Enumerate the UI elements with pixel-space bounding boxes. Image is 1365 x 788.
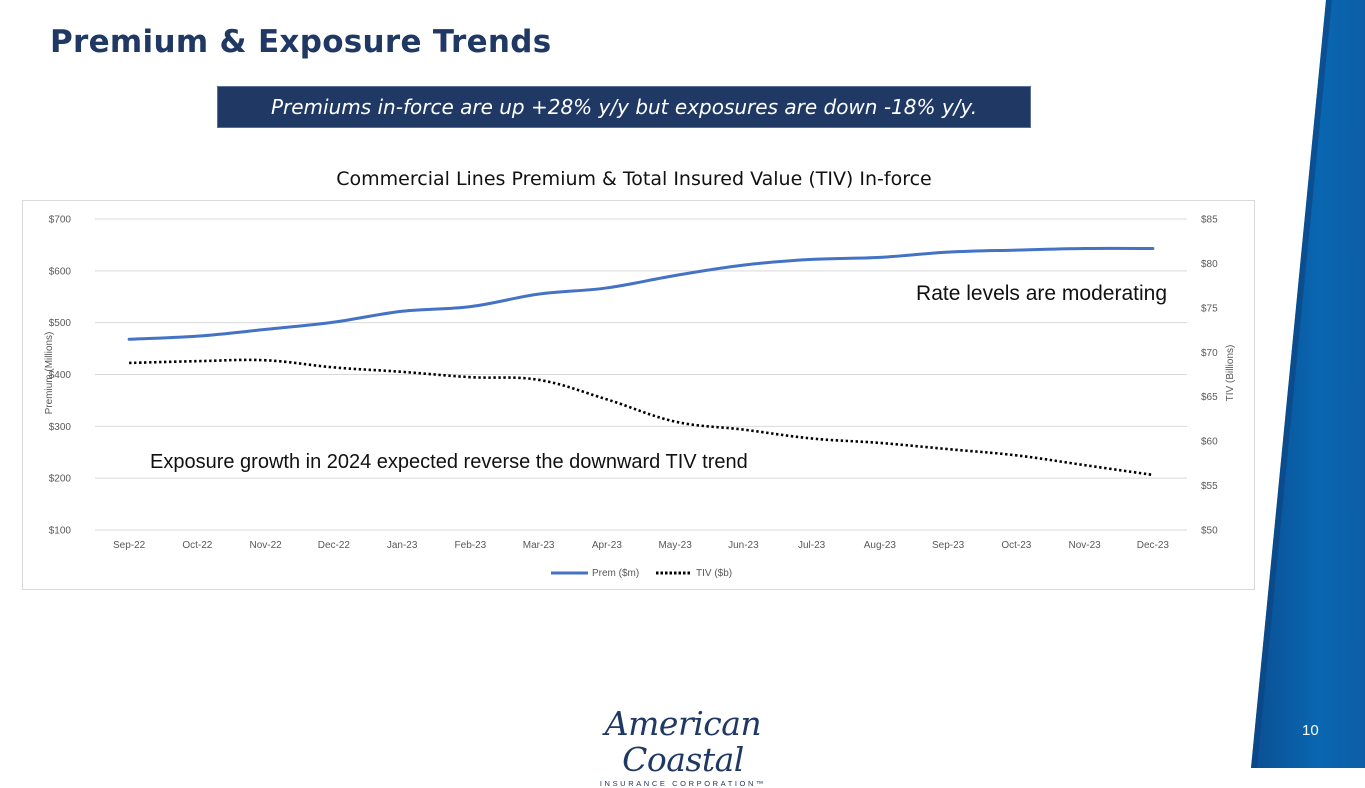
legend-tiv: TIV ($b)	[696, 568, 732, 579]
y-right-axis-label: TIV (Billions)	[1225, 345, 1236, 402]
y-left-tick-labels: $100 $200 $300 $400 $500 $600 $700	[49, 215, 72, 537]
annotation-exposure-growth: Exposure growth in 2024 expected reverse…	[150, 451, 748, 473]
y-right-tick: $85	[1201, 215, 1218, 226]
y-right-tick: $65	[1201, 392, 1218, 403]
x-tick: Feb-23	[455, 540, 487, 551]
decorative-side-band	[1251, 0, 1365, 768]
x-tick: Oct-22	[182, 540, 212, 551]
annotation-rate-levels: Rate levels are moderating	[916, 282, 1167, 305]
y-left-tick: $500	[49, 318, 72, 329]
y-right-tick: $60	[1201, 437, 1218, 448]
chart-series	[127, 246, 1155, 477]
legend-prem: Prem ($m)	[592, 568, 639, 579]
x-tick: Mar-23	[523, 540, 555, 551]
y-left-axis-label: Premium (Millions)	[44, 332, 55, 415]
page-title: Premium & Exposure Trends	[50, 24, 552, 60]
x-tick: Dec-22	[318, 540, 351, 551]
y-left-tick: $100	[49, 526, 72, 537]
chart-legend: Prem ($m) TIV ($b)	[551, 568, 732, 579]
y-right-tick-labels: $50 $55 $60 $65 $70 $75 $80 $85	[1201, 215, 1218, 537]
x-tick: Nov-23	[1069, 540, 1102, 551]
company-logo: American Coastal INSURANCE CORPORATION™	[548, 706, 818, 788]
logo-subtitle: INSURANCE CORPORATION™	[599, 779, 767, 788]
y-right-tick: $70	[1201, 348, 1218, 359]
y-left-tick: $700	[49, 215, 72, 226]
y-right-tick: $50	[1201, 526, 1218, 537]
page-number: 10	[1302, 722, 1319, 739]
x-tick: Sep-22	[113, 540, 146, 551]
x-tick: Jun-23	[728, 540, 759, 551]
chart-title: Commercial Lines Premium & Total Insured…	[336, 168, 932, 190]
chart-gridlines	[95, 218, 1187, 531]
x-tick: Aug-23	[864, 540, 897, 551]
y-right-tick: $55	[1201, 481, 1218, 492]
x-tick: Sep-23	[932, 540, 965, 551]
chart-frame: $100 $200 $300 $400 $500 $600 $700 $50 $55 $60 $6…	[22, 200, 1255, 590]
series-line-prem	[127, 246, 1155, 341]
y-left-tick: $400	[49, 370, 72, 381]
y-right-tick: $80	[1201, 259, 1218, 270]
x-tick: Apr-23	[592, 540, 622, 551]
x-tick: May-23	[658, 540, 692, 551]
x-tick: Dec-23	[1137, 540, 1170, 551]
line-chart: $100 $200 $300 $400 $500 $600 $700 $50 $55 $60 $6…	[44, 215, 1236, 580]
y-right-tick: $75	[1201, 303, 1218, 314]
summary-callout: Premiums in-force are up +28% y/y but ex…	[217, 86, 1031, 128]
x-tick: Jul-23	[798, 540, 826, 551]
logo-wordmark: American Coastal	[604, 704, 762, 779]
x-tick-labels: Sep-22 Oct-22 Nov-22 Dec-22 Jan-23 Feb-23 Mar-…	[113, 540, 1169, 551]
y-left-tick: $300	[49, 422, 72, 433]
x-tick: Nov-22	[250, 540, 283, 551]
y-left-tick: $600	[49, 266, 72, 277]
x-tick: Oct-23	[1001, 540, 1031, 551]
series-line-tiv	[129, 358, 1154, 477]
y-left-tick: $200	[49, 474, 72, 485]
x-tick: Jan-23	[387, 540, 418, 551]
